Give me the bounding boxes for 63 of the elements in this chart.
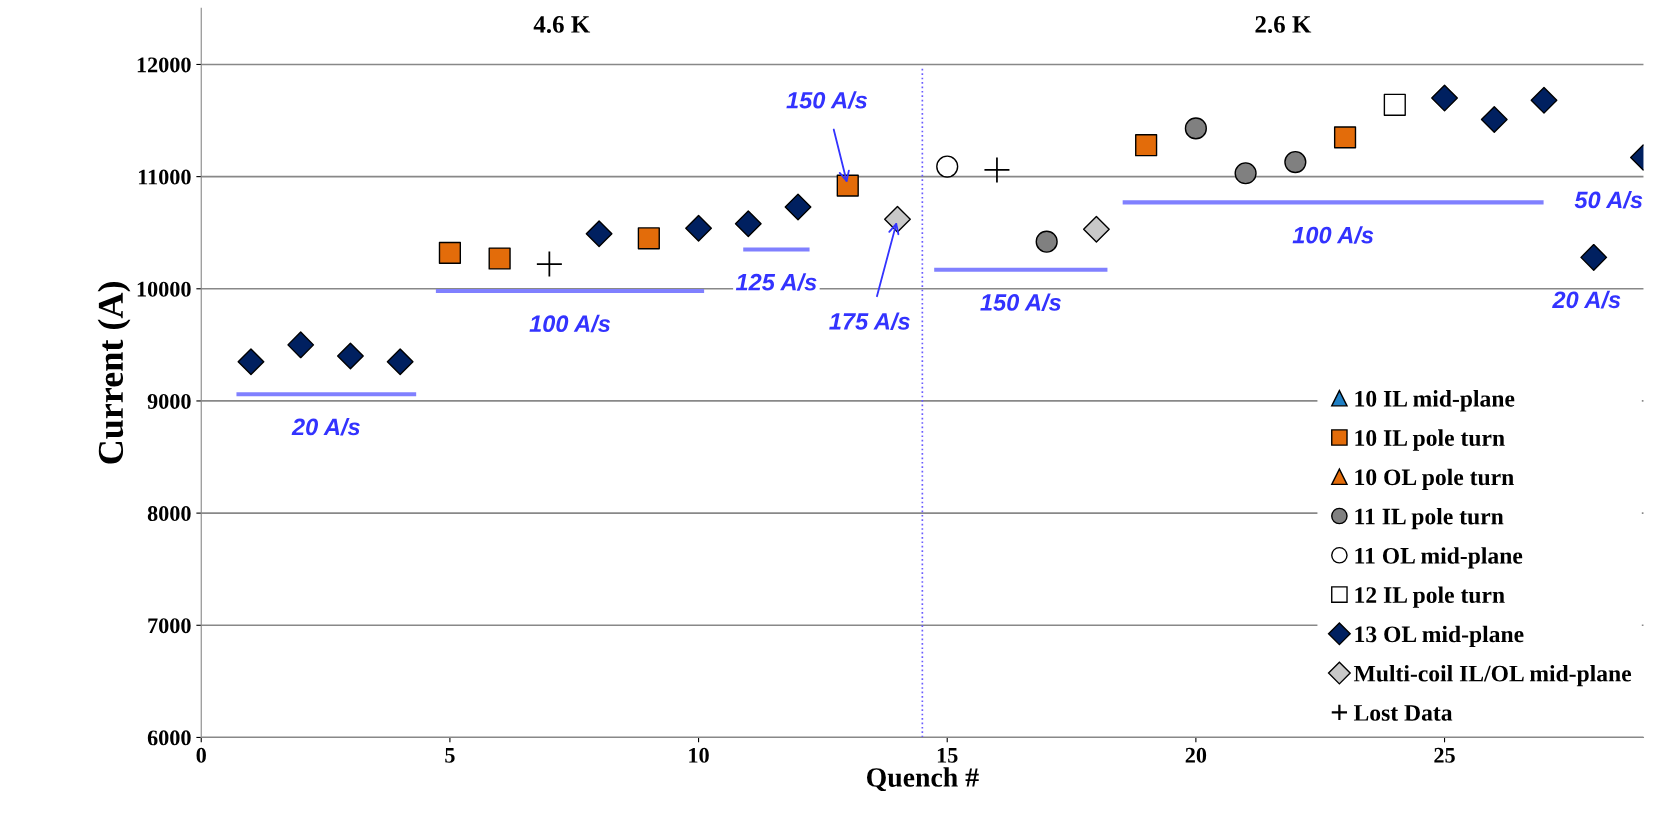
legend-label: 13 OL mid-plane — [1355, 625, 1524, 648]
annotation: 175 A/s — [829, 312, 910, 330]
legend-label: 12 IL pole turn — [1355, 586, 1505, 608]
annotation: 50 A/s — [1574, 191, 1643, 209]
point — [1480, 105, 1508, 133]
point — [488, 247, 511, 270]
x-tick-label: 5 — [445, 748, 455, 763]
y-tick-label: 8000 — [147, 506, 191, 522]
point — [685, 214, 713, 242]
x-tick-label: 20 — [1185, 747, 1207, 763]
legend-label: Lost Data — [1353, 705, 1453, 721]
point — [734, 210, 762, 238]
y-tick-label: 9000 — [147, 393, 191, 409]
point — [585, 220, 613, 248]
point — [287, 331, 315, 359]
point — [1333, 126, 1357, 149]
legend-label: 11 IL pole turn — [1355, 507, 1504, 530]
x-tick-label: 15 — [937, 747, 958, 763]
x-tick-label: 0 — [196, 747, 206, 763]
series-label: 125 A/s — [735, 273, 817, 291]
point — [1035, 230, 1058, 253]
point — [637, 227, 660, 250]
point — [237, 348, 265, 376]
point — [836, 174, 859, 197]
annotation: 150 A/s — [786, 91, 868, 109]
legend-label: 10 IL pole turn — [1355, 429, 1505, 451]
point — [386, 348, 414, 376]
annotation: 2.6 K — [1255, 16, 1312, 33]
point — [1383, 93, 1406, 116]
annotation: 20 A/s — [1552, 290, 1621, 309]
series-label: 100 A/s — [529, 314, 611, 333]
y-tick-label: 7000 — [148, 618, 191, 634]
point — [1431, 84, 1458, 112]
y-tick-label: 11000 — [138, 169, 191, 185]
series-label: 100 A/s — [1292, 226, 1374, 244]
legend-label: 10 OL pole turn — [1355, 468, 1514, 491]
point — [936, 155, 959, 178]
point — [1184, 117, 1207, 140]
legend-label: Multi-coil IL/OL mid-plane — [1353, 664, 1632, 687]
legend-label: 10 IL mid-plane — [1355, 390, 1515, 412]
point — [884, 205, 911, 233]
y-tick-label: 6000 — [147, 730, 191, 746]
point — [336, 342, 364, 370]
x-tick-label: 25 — [1434, 747, 1455, 763]
point — [1082, 215, 1110, 243]
point — [1580, 243, 1608, 271]
point — [1530, 86, 1558, 114]
point — [1135, 134, 1158, 157]
y-axis-title: Current (A) — [97, 282, 131, 464]
point — [536, 251, 562, 277]
legend-label: 11 OL mid-plane — [1355, 547, 1523, 569]
series-label: 20 A/s — [291, 417, 360, 436]
annotation: 4.6 K — [533, 16, 591, 33]
point — [984, 157, 1010, 183]
y-tick-label: 10000 — [137, 281, 191, 297]
series-label: 150 A/s — [980, 293, 1061, 312]
point — [1234, 162, 1257, 185]
x-tick-label: 10 — [689, 747, 709, 763]
point — [438, 241, 462, 265]
x-axis-title: Quench # — [866, 767, 979, 792]
y-tick-label: 12000 — [137, 57, 191, 73]
point — [1284, 150, 1307, 174]
point — [784, 193, 812, 221]
